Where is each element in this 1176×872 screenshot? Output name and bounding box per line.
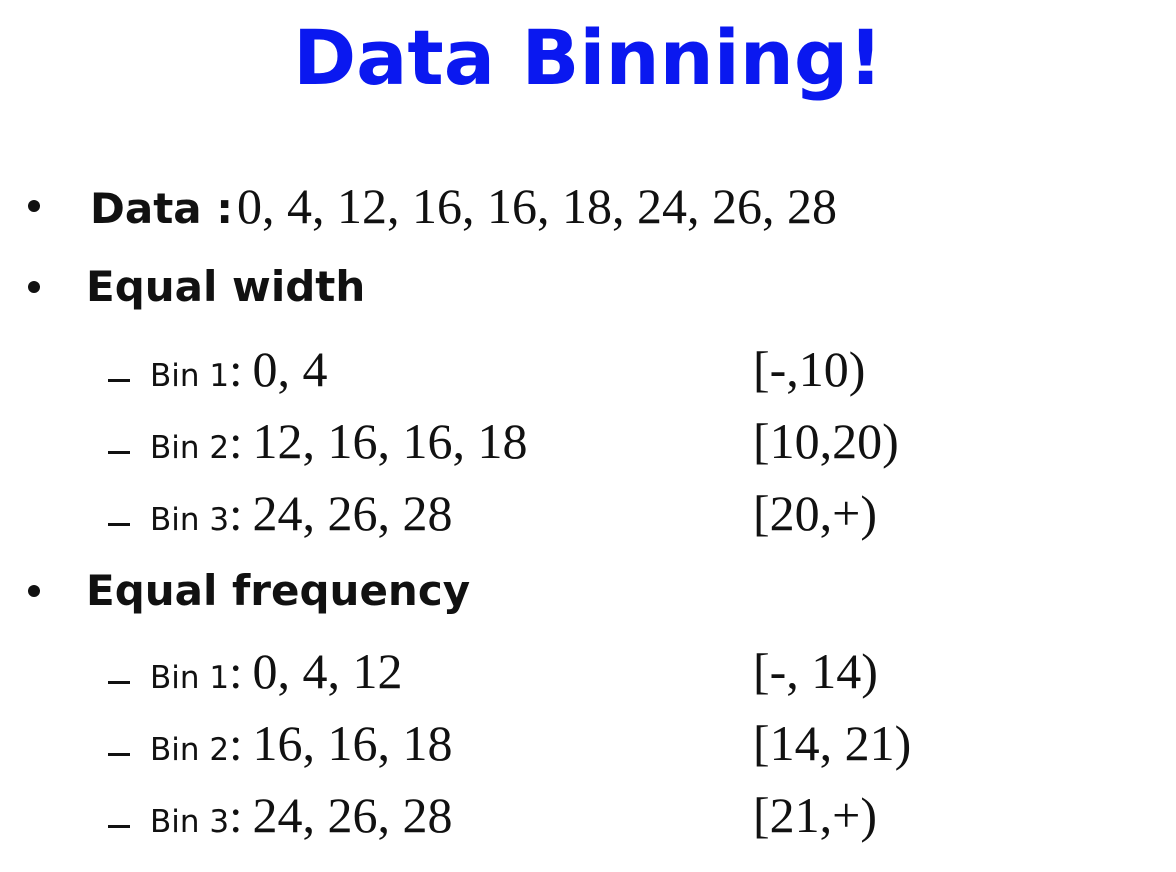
data-label: Data : [90, 184, 234, 233]
bin-values: 24, 26, 28 [252, 485, 453, 541]
dash-icon [108, 522, 130, 526]
bullet-equal-width: Equal width [28, 258, 365, 316]
bin-values: 12, 16, 16, 18 [252, 413, 528, 469]
equal-frequency-interval-3: [21,+) [753, 787, 877, 843]
equal-width-interval-3: [20,+) [753, 485, 877, 541]
bin-colon: : [229, 344, 243, 397]
bullet-equal-frequency: Equal frequency [28, 562, 470, 620]
bin-label: Bin 3 [150, 804, 230, 840]
slide-title: Data Binning! [293, 13, 883, 102]
bullet-dot-icon [28, 281, 40, 293]
bin-label: Bin 1 [150, 660, 230, 696]
equal-width-heading: Equal width [86, 262, 366, 311]
equal-width-interval-1: [-,10) [753, 341, 866, 397]
bin-values: 24, 26, 28 [252, 787, 453, 843]
bullet-data: Data : 0, 4, 12, 16, 16, 18, 24, 26, 28 [28, 174, 837, 238]
dash-icon [108, 450, 130, 454]
dash-icon [108, 752, 130, 756]
bullet-dot-icon [28, 585, 40, 597]
equal-frequency-bin-3: Bin 3: 24, 26, 28 [108, 786, 452, 844]
equal-width-interval-2: [10,20) [753, 413, 899, 469]
equal-frequency-heading: Equal frequency [86, 566, 471, 615]
equal-frequency-interval-2: [14, 21) [753, 715, 912, 771]
bin-values: 0, 4 [252, 341, 328, 397]
bin-colon: : [229, 416, 243, 469]
bullet-dot-icon [28, 200, 40, 212]
equal-width-bin-2: Bin 2: 12, 16, 16, 18 [108, 412, 527, 470]
bin-values: 16, 16, 18 [252, 715, 453, 771]
dash-icon [108, 378, 130, 382]
dash-icon [108, 824, 130, 828]
bin-values: 0, 4, 12 [252, 643, 403, 699]
bin-colon: : [229, 790, 243, 843]
equal-width-bin-1: Bin 1: 0, 4 [108, 340, 327, 398]
bin-label: Bin 2 [150, 430, 230, 466]
bin-colon: : [229, 646, 243, 699]
bin-colon: : [229, 488, 243, 541]
bin-label: Bin 2 [150, 732, 230, 768]
equal-frequency-interval-1: [-, 14) [753, 643, 878, 699]
bin-label: Bin 1 [150, 358, 230, 394]
bin-colon: : [229, 718, 243, 771]
dash-icon [108, 680, 130, 684]
bin-label: Bin 3 [150, 502, 230, 538]
equal-width-bin-3: Bin 3: 24, 26, 28 [108, 484, 452, 542]
equal-frequency-bin-1: Bin 1: 0, 4, 12 [108, 642, 402, 700]
equal-frequency-bin-2: Bin 2: 16, 16, 18 [108, 714, 452, 772]
data-values: 0, 4, 12, 16, 16, 18, 24, 26, 28 [237, 178, 838, 234]
